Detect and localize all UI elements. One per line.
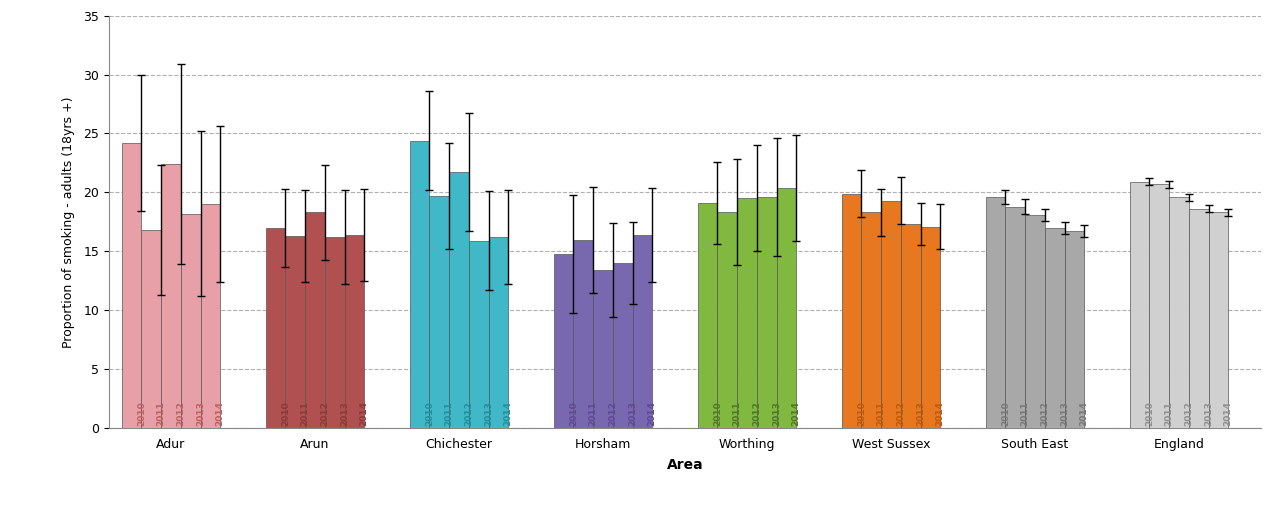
Bar <box>285 236 305 428</box>
Text: 2010: 2010 <box>425 401 434 426</box>
Bar <box>573 240 593 428</box>
Bar <box>613 263 632 428</box>
Bar <box>266 228 285 428</box>
Text: 2014: 2014 <box>360 401 369 426</box>
Bar <box>1025 215 1044 428</box>
Bar <box>698 203 717 428</box>
Bar <box>881 200 901 428</box>
Text: 2013: 2013 <box>484 401 493 426</box>
Text: 2014: 2014 <box>504 401 513 426</box>
Text: 2014: 2014 <box>936 401 945 426</box>
Text: 2010: 2010 <box>713 401 722 426</box>
Bar <box>180 213 201 428</box>
Bar <box>429 196 449 428</box>
Bar <box>901 224 920 428</box>
Y-axis label: Proportion of smoking - adults (18yrs +): Proportion of smoking - adults (18yrs +) <box>61 96 74 348</box>
Text: 2012: 2012 <box>896 401 905 426</box>
Bar <box>449 172 468 428</box>
Bar <box>161 164 180 428</box>
Bar <box>777 188 796 428</box>
Text: 2011: 2011 <box>301 401 310 426</box>
Text: 2014: 2014 <box>216 401 225 426</box>
Text: 2013: 2013 <box>1204 401 1213 426</box>
Bar <box>737 198 756 428</box>
Text: 2013: 2013 <box>772 401 781 426</box>
Text: 2014: 2014 <box>648 401 657 426</box>
Bar <box>1149 184 1169 428</box>
Bar <box>141 230 161 428</box>
Text: 2012: 2012 <box>1184 401 1193 426</box>
Text: 2011: 2011 <box>444 401 453 426</box>
Bar <box>1189 209 1208 428</box>
Text: 2010: 2010 <box>856 401 865 426</box>
Bar <box>554 254 573 428</box>
Bar <box>325 237 344 428</box>
Bar <box>593 270 613 428</box>
Bar <box>1005 207 1025 428</box>
Text: 2011: 2011 <box>589 401 598 426</box>
Text: 2012: 2012 <box>320 401 329 426</box>
Text: 2011: 2011 <box>156 401 165 426</box>
Text: 2011: 2011 <box>1020 401 1029 426</box>
Bar <box>1065 231 1084 428</box>
Text: 2012: 2012 <box>177 401 186 426</box>
Bar <box>756 197 777 428</box>
Text: 2011: 2011 <box>877 401 886 426</box>
Bar <box>861 212 881 428</box>
Text: 2011: 2011 <box>732 401 741 426</box>
Text: 2012: 2012 <box>753 401 762 426</box>
Text: 2010: 2010 <box>1144 401 1153 426</box>
Bar <box>305 212 325 428</box>
Text: 2010: 2010 <box>280 401 289 426</box>
Bar <box>410 140 429 428</box>
Bar <box>632 235 653 428</box>
Text: 2013: 2013 <box>196 401 205 426</box>
Text: 2011: 2011 <box>1165 401 1174 426</box>
Text: 2013: 2013 <box>340 401 349 426</box>
Text: 2012: 2012 <box>465 401 474 426</box>
Text: 2013: 2013 <box>628 401 637 426</box>
Text: 2010: 2010 <box>568 401 577 426</box>
Bar <box>468 241 489 428</box>
Text: 2012: 2012 <box>608 401 617 426</box>
Text: 2010: 2010 <box>137 401 146 426</box>
Bar <box>1130 182 1149 428</box>
Text: 2014: 2014 <box>1080 401 1089 426</box>
Bar <box>842 194 861 428</box>
Bar <box>1169 197 1189 428</box>
Bar <box>201 204 220 428</box>
Bar <box>717 212 737 428</box>
Text: 2013: 2013 <box>916 401 925 426</box>
Text: 2014: 2014 <box>792 401 801 426</box>
Bar <box>489 237 508 428</box>
Bar <box>1208 212 1229 428</box>
Text: 2012: 2012 <box>1041 401 1050 426</box>
Bar <box>344 235 365 428</box>
Bar <box>122 143 141 428</box>
Bar <box>920 227 941 428</box>
Bar <box>986 197 1005 428</box>
Text: 2014: 2014 <box>1224 401 1233 426</box>
X-axis label: Area: Area <box>667 458 703 472</box>
Text: 2013: 2013 <box>1060 401 1069 426</box>
Bar <box>1044 228 1065 428</box>
Text: 2010: 2010 <box>1001 401 1010 426</box>
